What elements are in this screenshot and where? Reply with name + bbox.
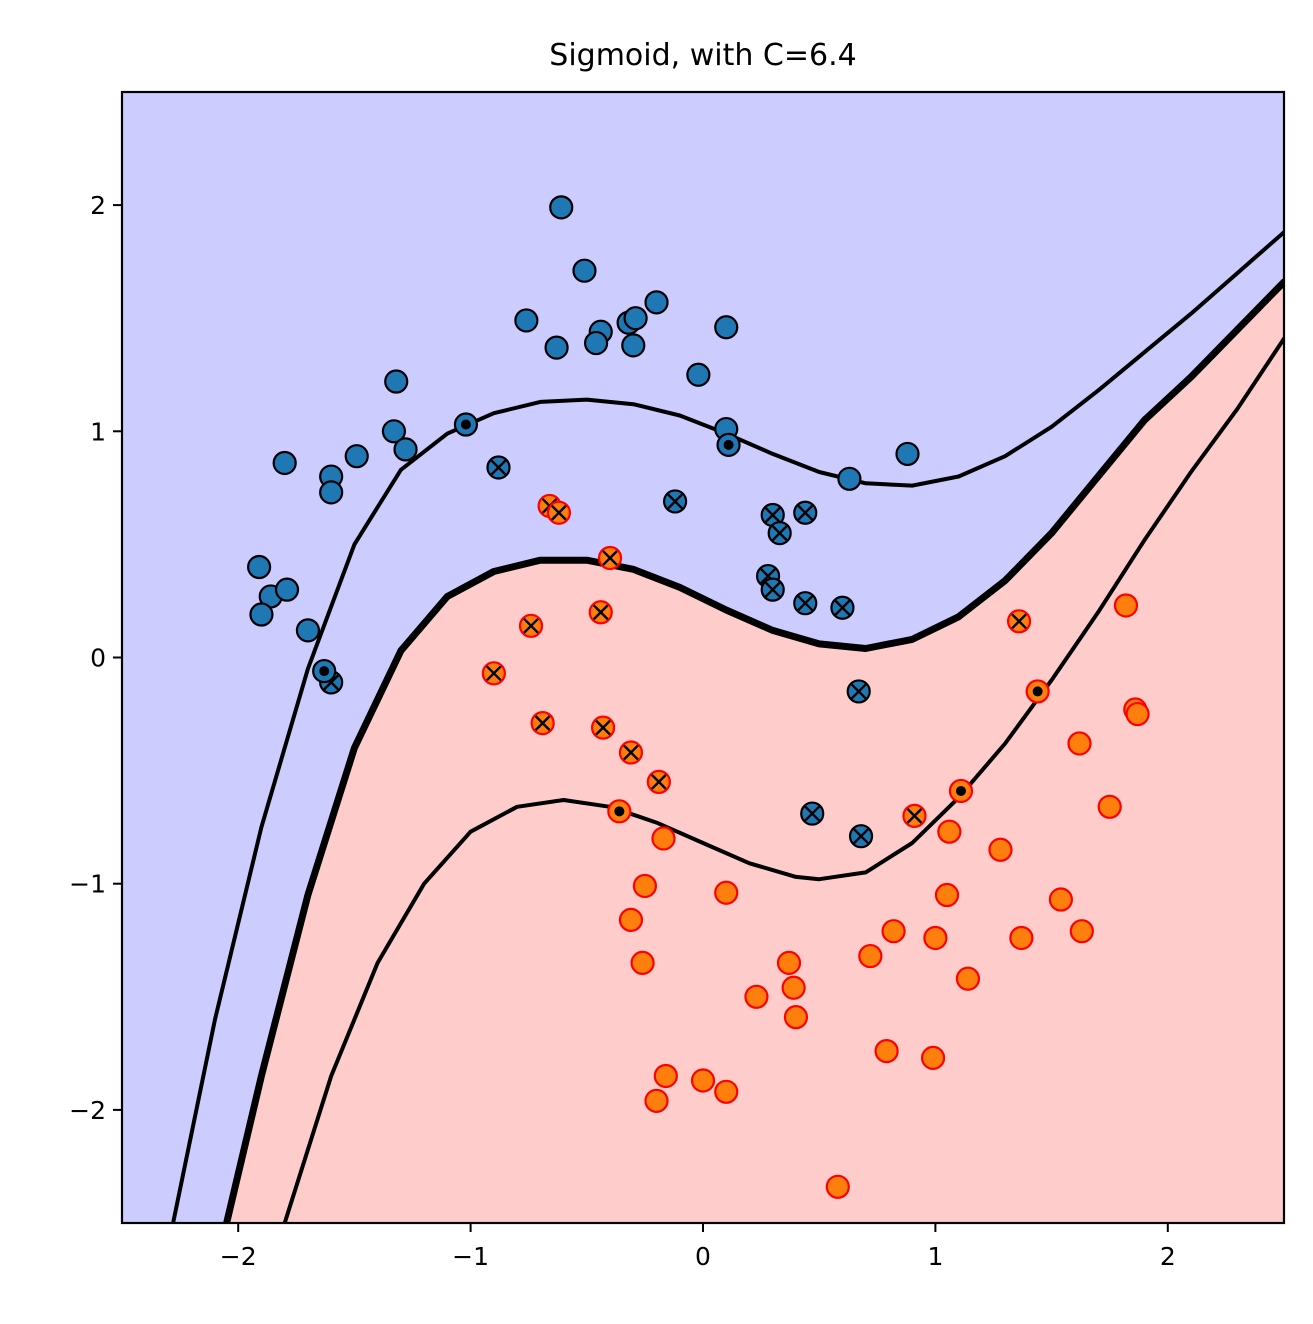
plot-area: [122, 92, 1284, 1223]
class-0-support-vector-x-point: [793, 500, 818, 525]
class-0-support-vector-x-point: [846, 679, 871, 704]
class-0-circle-point: [249, 602, 274, 627]
class-0-circle-point: [344, 444, 369, 469]
y-tick-label: 2: [90, 191, 106, 220]
class-1-circle-point: [781, 975, 806, 1000]
class-0-support-vector-dot-point: [453, 412, 479, 437]
class-1-circle-point: [858, 943, 883, 969]
class-1-circle-point: [618, 907, 644, 932]
class-0-circle-point: [274, 577, 300, 602]
y-tick-label: −2: [69, 1096, 106, 1125]
class-1-support-vector-dot-point: [948, 778, 974, 804]
y-tick-label: 0: [90, 644, 106, 673]
class-1-circle-point: [776, 950, 802, 975]
class-1-circle-point: [1009, 925, 1034, 951]
y-tick-label: −1: [69, 870, 106, 899]
class-1-circle-point: [881, 919, 906, 944]
class-1-circle-point: [744, 984, 769, 1009]
x-tick-label: −1: [452, 1242, 489, 1271]
class-0-circle-point: [381, 419, 407, 444]
class-1-circle-point: [825, 1174, 850, 1199]
class-0-support-vector-dot-point: [312, 658, 337, 684]
class-1-circle-point: [1048, 887, 1073, 912]
class-0-circle-point: [895, 441, 920, 467]
class-1-circle-point: [632, 873, 658, 899]
class-1-support-vector-x-point: [902, 803, 927, 828]
class-0-support-vector-x-point: [486, 455, 511, 480]
class-1-circle-point: [934, 882, 960, 908]
class-1-circle-point: [988, 837, 1013, 862]
class-0-circle-point: [393, 437, 418, 462]
y-tick-label: 1: [90, 417, 106, 446]
class-1-support-vector-dot-point: [1025, 679, 1050, 704]
class-0-circle-point: [514, 308, 539, 333]
class-1-support-vector-x-point: [481, 661, 506, 686]
class-0-circle-point: [686, 362, 711, 387]
class-1-circle-point: [937, 819, 962, 844]
class-1-support-vector-x-point: [518, 613, 544, 638]
class-0-circle-point: [319, 480, 344, 505]
class-1-circle-point: [644, 1088, 669, 1113]
class-1-circle-point: [630, 950, 655, 975]
class-0-circle-point: [295, 618, 321, 643]
x-tick-label: 1: [927, 1242, 943, 1271]
class-0-support-vector-x-point: [848, 824, 874, 849]
class-1-circle-point: [714, 1079, 739, 1104]
x-tick-label: 2: [1160, 1242, 1176, 1271]
class-1-support-vector-x-point: [597, 545, 623, 571]
class-1-circle-point: [874, 1038, 899, 1064]
class-1-circle-point: [1069, 919, 1094, 944]
class-1-support-vector-dot-point: [607, 799, 632, 824]
class-1-circle-point: [1125, 701, 1150, 727]
class-1-circle-point: [653, 1063, 678, 1089]
class-0-circle-point: [837, 466, 862, 491]
class-0-circle-point: [572, 258, 597, 283]
class-0-circle-point: [247, 554, 272, 580]
class-1-circle-point: [714, 880, 739, 905]
class-1-circle-point: [920, 1045, 946, 1070]
class-1-support-vector-x-point: [646, 769, 671, 795]
class-0-support-vector-x-point: [793, 591, 818, 616]
class-1-circle-point: [783, 1005, 809, 1030]
class-1-circle-point: [1113, 593, 1139, 618]
class-0-support-vector-x-point: [760, 577, 785, 602]
decision-boundary-curve: [223, 278, 1284, 1223]
class-0-support-vector-x-point: [800, 801, 825, 826]
class-1-circle-point: [651, 826, 676, 851]
class-1-circle-point: [690, 1068, 716, 1093]
class-0-support-vector-dot-point: [716, 432, 741, 457]
class-1-circle-point: [923, 925, 948, 951]
margin-lower-curve: [282, 336, 1284, 1223]
class-0-circle-point: [714, 315, 739, 340]
axes: −2 −1 0 1 2 −2 −1 0 1 2: [69, 191, 1176, 1271]
class-1-circle-point: [1067, 731, 1092, 756]
data-points: [247, 195, 1150, 1199]
class-0-circle-point: [272, 450, 297, 476]
class-0-circle-point: [384, 369, 409, 394]
class-0-support-vector-x-point: [767, 520, 792, 546]
class-0-circle-point: [583, 330, 609, 356]
region-class-1: [226, 282, 1284, 1223]
class-1-support-vector-x-point: [546, 500, 572, 525]
x-tick-label: −2: [220, 1242, 257, 1271]
class-0-circle-point: [621, 333, 646, 358]
class-1-support-vector-x-point: [1006, 609, 1032, 634]
class-1-support-vector-x-point: [618, 740, 644, 765]
class-0-support-vector-x-point: [663, 489, 688, 514]
class-1-circle-point: [955, 966, 981, 991]
class-1-circle-point: [1097, 794, 1122, 819]
class-1-support-vector-x-point: [590, 715, 616, 740]
plot-frame: [120, 90, 1286, 1225]
class-1-support-vector-x-point: [530, 710, 555, 736]
class-0-support-vector-x-point: [830, 595, 855, 620]
x-tick-label: 0: [695, 1242, 711, 1271]
class-1-support-vector-x-point: [588, 600, 613, 625]
chart-title: Sigmoid, with C=6.4: [549, 38, 856, 73]
class-0-circle-point: [544, 335, 569, 360]
class-0-circle-point: [623, 306, 648, 331]
class-0-circle-point: [549, 195, 574, 220]
class-0-circle-point: [644, 290, 669, 315]
